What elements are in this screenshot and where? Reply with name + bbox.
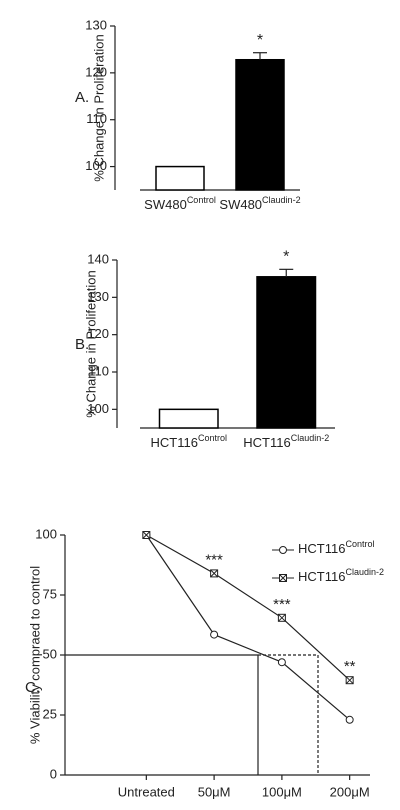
x-tick-label: 100μM [262, 784, 302, 799]
point [210, 569, 219, 578]
label-text: SW480 [144, 197, 187, 212]
y-tick-label: 50 [43, 646, 57, 661]
panel-label: C. [25, 679, 40, 696]
y-axis-title: % Change in Proliferation [83, 270, 98, 417]
marker-cross [142, 531, 151, 539]
x-tick-label: Untreated [118, 784, 175, 799]
label-superscript: Control [345, 539, 374, 549]
y-tick-label: 100 [35, 526, 57, 541]
y-tick-label: 110 [86, 111, 107, 126]
y-tick-label: 120 [85, 64, 107, 79]
label-text: HCT116 [298, 569, 345, 584]
point [345, 676, 354, 685]
point [277, 613, 286, 622]
x-tick-label: 200μM [330, 784, 370, 799]
y-tick-label: 130 [85, 17, 107, 32]
panel-label: B. [75, 336, 89, 353]
panel-label: A. [75, 89, 89, 106]
legend-marker [279, 574, 287, 582]
y-tick-label: 25 [43, 706, 57, 721]
annotation: * [257, 32, 263, 49]
marker-cross [279, 574, 287, 582]
y-tick-label: 130 [87, 289, 109, 304]
point [142, 531, 151, 539]
point [345, 715, 354, 724]
x-tick-label: 50μM [198, 784, 231, 799]
bar [158, 408, 219, 429]
bar [155, 165, 205, 191]
label: HCT116Control [151, 433, 227, 450]
point [210, 630, 219, 639]
y-tick-label: 100 [85, 158, 107, 173]
marker-cross [210, 569, 218, 578]
label-superscript: Control [198, 433, 227, 443]
annotation: *** [273, 596, 291, 613]
bar [256, 276, 317, 429]
y-tick-label: 75 [43, 586, 57, 601]
label-text: HCT116 [151, 435, 198, 450]
label-text: HCT116 [243, 435, 290, 450]
label-superscript: Claudin-2 [291, 433, 330, 443]
y-tick-label: 100 [87, 401, 109, 416]
label: SW480Control [144, 195, 216, 212]
label: HCT116Claudin-2 [298, 567, 384, 584]
marker-cross [345, 676, 354, 685]
series-line [145, 534, 351, 721]
y-tick-label: 120 [87, 326, 109, 341]
annotation: *** [205, 551, 223, 568]
y-axis-title: % Viability compraed to control [27, 566, 42, 744]
label-text: SW480 [219, 197, 262, 212]
bar [235, 58, 285, 191]
marker-cross [278, 613, 286, 622]
label: HCT116Claudin-2 [243, 433, 329, 450]
legend-marker [279, 546, 287, 554]
series-line [146, 534, 351, 681]
annotation: * [283, 249, 289, 266]
label: HCT116Control [298, 539, 374, 556]
y-axis-title: % Change in Proliferation [91, 34, 106, 181]
point [277, 658, 286, 667]
label-superscript: Claudin-2 [345, 567, 384, 577]
label: SW480Claudin-2 [219, 195, 300, 212]
y-tick-label: 140 [87, 251, 109, 266]
label-superscript: Claudin-2 [262, 195, 301, 205]
label-superscript: Control [187, 195, 216, 205]
y-tick-label: 110 [88, 363, 109, 378]
label-text: HCT116 [298, 541, 345, 556]
annotation: ** [344, 658, 356, 675]
y-tick-label: 0 [50, 766, 57, 781]
